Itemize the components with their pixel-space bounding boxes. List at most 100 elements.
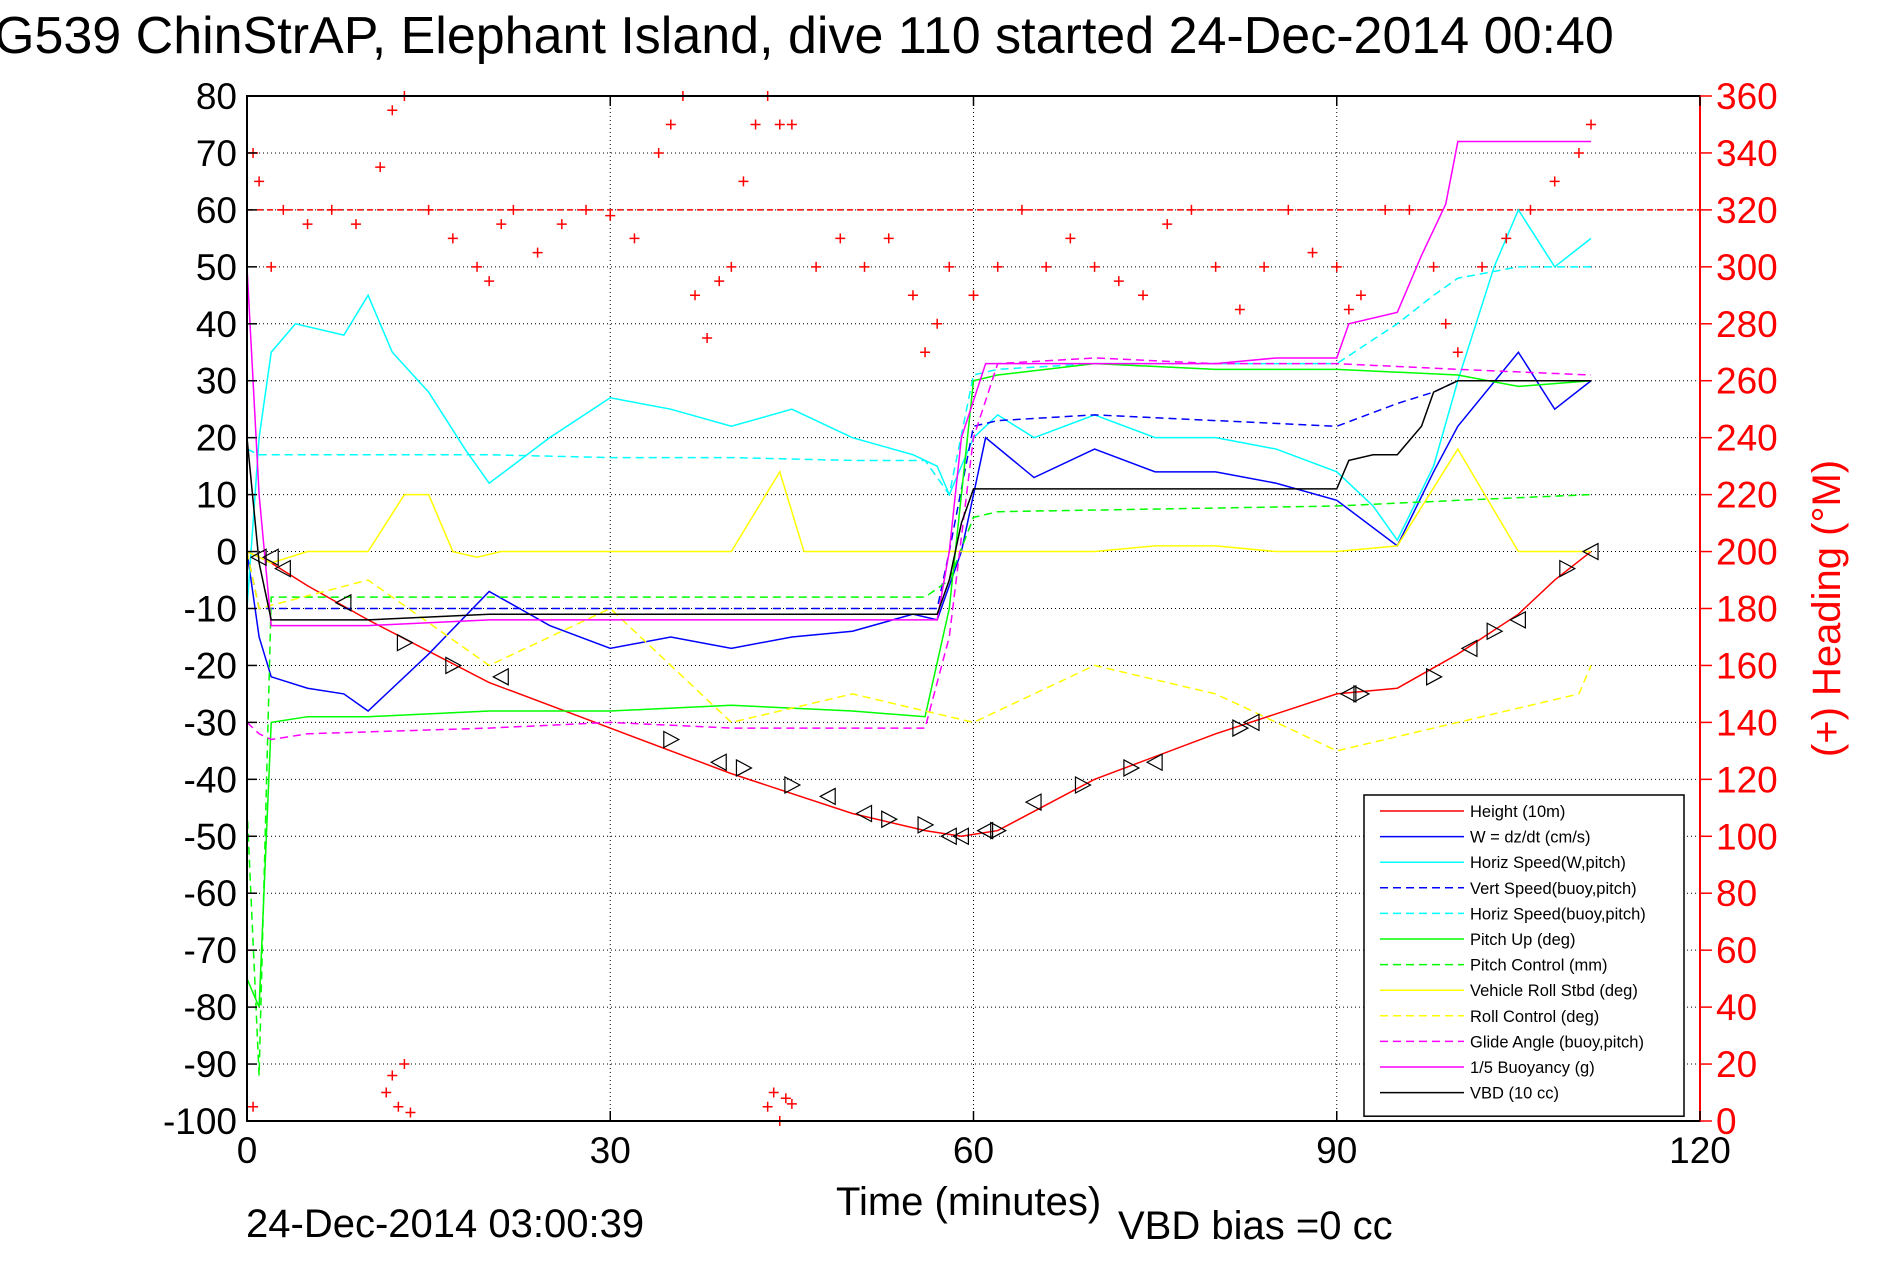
height-marker xyxy=(990,821,1007,840)
legend-label: Roll Control (deg) xyxy=(1470,1008,1599,1026)
heading-marker xyxy=(447,233,458,244)
height-marker xyxy=(976,821,994,840)
heading-marker xyxy=(1186,204,1197,215)
series-line-11 xyxy=(246,379,1592,621)
heading-marker xyxy=(1259,261,1270,272)
heading-marker xyxy=(1428,261,1439,272)
heading-marker xyxy=(1549,176,1560,187)
heading-marker xyxy=(1283,204,1294,215)
heading-marker xyxy=(1440,318,1451,329)
height-marker xyxy=(940,827,957,846)
height-marker xyxy=(1353,684,1371,703)
heading-marker xyxy=(1452,347,1463,358)
heading-marker xyxy=(581,204,592,215)
heading-marker xyxy=(508,204,519,215)
heading-marker xyxy=(1234,304,1245,315)
height-marker xyxy=(1339,684,1357,703)
y-tick-label: -40 xyxy=(184,759,237,800)
y-tick-label: -20 xyxy=(184,645,237,686)
legend-label: Horiz Speed(W,pitch) xyxy=(1470,854,1626,872)
series-line-1 xyxy=(246,350,1592,712)
height-marker xyxy=(1123,758,1141,777)
heading-marker xyxy=(387,1070,398,1081)
heading-marker xyxy=(780,1093,791,1104)
heading-marker xyxy=(1586,119,1597,130)
heading-marker xyxy=(1041,261,1052,272)
height-marker xyxy=(1559,559,1577,578)
height-marker xyxy=(1232,719,1250,738)
heading-marker xyxy=(1343,304,1354,315)
height-marker xyxy=(445,656,463,675)
series-line-0 xyxy=(246,550,1592,838)
series-line-5 xyxy=(246,362,1592,1008)
y-tick-label: -30 xyxy=(184,702,237,743)
legend-label: 1/5 Buoyancy (g) xyxy=(1470,1059,1595,1077)
y2-axis-label: (+) Heading (°M) xyxy=(1805,460,1849,757)
x-tick-label: 120 xyxy=(1669,1130,1731,1171)
height-marker xyxy=(1581,542,1599,561)
height-marker xyxy=(784,776,802,795)
heading-marker xyxy=(423,204,434,215)
y2-tick-label: 180 xyxy=(1716,589,1778,630)
heading-marker xyxy=(496,219,507,230)
heading-marker xyxy=(786,119,797,130)
heading-marker xyxy=(920,347,931,358)
series-line-6 xyxy=(246,493,1592,1076)
height-marker xyxy=(917,815,935,834)
y2-tick-label: 0 xyxy=(1716,1101,1737,1142)
heading-marker xyxy=(472,261,483,272)
heading-marker xyxy=(605,210,616,221)
heading-marker xyxy=(1573,147,1584,158)
y-tick-label: -90 xyxy=(184,1044,237,1085)
heading-marker xyxy=(1380,204,1391,215)
heading-marker xyxy=(629,233,640,244)
heading-marker xyxy=(859,261,870,272)
legend-label: Vert Speed(buoy,pitch) xyxy=(1470,880,1637,898)
height-marker xyxy=(1486,622,1504,641)
heading-marker xyxy=(278,204,289,215)
heading-marker xyxy=(532,247,543,258)
heading-marker xyxy=(1331,261,1342,272)
series-line-4 xyxy=(246,266,1592,497)
y-tick-label: -70 xyxy=(184,930,237,971)
y2-tick-label: 260 xyxy=(1716,361,1778,402)
heading-marker xyxy=(811,261,822,272)
y2-tick-label: 120 xyxy=(1716,759,1778,800)
y2-tick-label: 140 xyxy=(1716,702,1778,743)
height-marker xyxy=(1074,776,1092,795)
height-marker xyxy=(1509,610,1526,629)
series-line-7 xyxy=(246,447,1592,564)
y2-tick-label: 320 xyxy=(1716,190,1778,231)
y2-tick-label: 360 xyxy=(1716,76,1778,117)
y-tick-label: 80 xyxy=(196,76,237,117)
heading-marker xyxy=(1307,247,1318,258)
heading-marker xyxy=(738,176,749,187)
x-tick-label: 60 xyxy=(953,1130,994,1171)
height-marker xyxy=(249,548,267,567)
legend-box xyxy=(1363,794,1685,1117)
y2-tick-label: 240 xyxy=(1716,418,1778,459)
heading-marker xyxy=(835,233,846,244)
legend-label: W = dz/dt (cm/s) xyxy=(1470,829,1591,847)
height-marker xyxy=(855,804,873,823)
y2-tick-label: 220 xyxy=(1716,475,1778,516)
heading-marker xyxy=(714,276,725,287)
heading-marker xyxy=(762,1101,773,1112)
height-marker xyxy=(735,758,753,777)
x-tick-label: 0 xyxy=(237,1130,258,1171)
heading-marker xyxy=(883,233,894,244)
y-tick-label: -50 xyxy=(184,816,237,857)
heading-marker xyxy=(556,219,567,230)
y-tick-label: 70 xyxy=(196,133,237,174)
y2-tick-label: 200 xyxy=(1716,532,1778,573)
heading-marker xyxy=(375,162,386,173)
x-axis-label: Time (minutes) xyxy=(836,1180,1102,1224)
y2-tick-label: 80 xyxy=(1716,873,1757,914)
heading-marker xyxy=(254,176,265,187)
height-marker xyxy=(1426,667,1443,686)
height-marker xyxy=(1024,793,1042,812)
legend-label: Pitch Control (mm) xyxy=(1470,957,1608,975)
y-tick-label: 20 xyxy=(196,418,237,459)
heading-marker xyxy=(387,105,398,116)
heading-marker xyxy=(302,219,313,230)
